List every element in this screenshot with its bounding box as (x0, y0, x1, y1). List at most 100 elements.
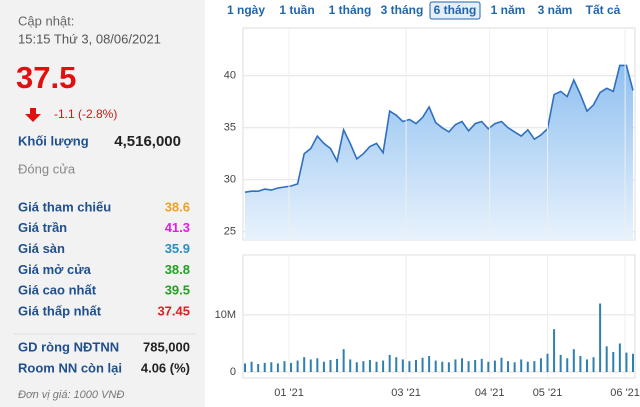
volume-bar (513, 362, 516, 372)
volume-plot-frame (242, 254, 636, 379)
row-value: 35.9 (165, 241, 190, 256)
volume-bar (632, 353, 634, 372)
range-button[interactable]: 1 tuần (279, 3, 314, 17)
y-tick-label: 30 (224, 174, 236, 186)
unit-note: Đơn vị giá: 1000 VNĐ (18, 389, 124, 401)
foreign-label: GD ròng NĐTNN (18, 339, 119, 354)
volume-bar (362, 361, 365, 372)
row-label: Giá trần (18, 220, 67, 235)
volume-bar (401, 359, 404, 372)
range-button[interactable]: Tất cả (586, 3, 621, 17)
volume-bar (368, 360, 371, 372)
volume-bar (474, 360, 477, 372)
volume-bar (290, 362, 293, 372)
volume-bar (303, 357, 306, 372)
y-tick-label: 35 (224, 122, 236, 134)
volume-bar (592, 357, 595, 372)
row-label: Giá mở cửa (18, 262, 92, 277)
range-button[interactable]: 6 tháng (434, 3, 477, 17)
volume-bar (414, 360, 417, 372)
row-value: 38.8 (165, 262, 190, 277)
volume-bar (257, 364, 260, 372)
volume-bar (507, 361, 510, 372)
x-tick-label: 03 '21 (391, 387, 421, 399)
down-arrow (25, 108, 41, 122)
volume-bar (585, 359, 588, 372)
update-label: Cập nhật: (18, 13, 74, 28)
volume-bar (467, 361, 470, 372)
volume-bar (250, 361, 253, 372)
volume-bar (605, 346, 608, 372)
volume-bar (441, 361, 444, 372)
foreign-label: Room NN còn lại (18, 360, 122, 375)
range-button[interactable]: 1 tháng (329, 3, 372, 17)
volume-bar (336, 358, 339, 372)
price-area (245, 65, 633, 241)
status: Đóng cửa (18, 161, 76, 176)
volume-bar (395, 357, 398, 372)
volume-bar (309, 359, 312, 372)
volume-bar (625, 352, 628, 372)
range-button[interactable]: 3 tháng (381, 3, 424, 17)
volume-bar (533, 361, 536, 372)
volume-bar (270, 362, 273, 372)
price-change: -1.1 (-2.8%) (54, 107, 117, 121)
volume-bar (355, 362, 358, 372)
foreign-value: 4.06 (%) (141, 360, 190, 375)
volume-bar (500, 357, 503, 372)
volume-bar (388, 354, 391, 372)
volume-bar (599, 303, 602, 372)
volume-bar (553, 329, 556, 372)
volume-bar (382, 360, 385, 372)
y-tick-label: 25 (224, 226, 236, 238)
row-value: 37.45 (157, 303, 190, 318)
volume-bar (244, 363, 246, 372)
volume-bar (421, 357, 424, 372)
row-value: 38.6 (165, 199, 190, 214)
volume-bar (408, 361, 411, 372)
price: 37.5 (16, 60, 76, 95)
x-tick-label: 04 '21 (475, 387, 505, 399)
volume-bar (559, 354, 562, 372)
volume-bar (461, 358, 464, 372)
row-label: Giá sàn (18, 241, 65, 256)
row-label: Giá thấp nhất (18, 303, 102, 318)
volume-bar (322, 361, 325, 372)
volume-bar (447, 362, 450, 372)
volume-bar (296, 360, 299, 372)
volume-bar (342, 349, 345, 372)
x-tick-label: 05 '21 (533, 387, 563, 399)
foreign-value: 785,000 (143, 339, 190, 354)
range-button[interactable]: 1 ngày (227, 3, 265, 17)
volume-bar (276, 363, 279, 372)
range-button[interactable]: 3 năm (538, 3, 573, 17)
volume-label: Khối lượng (18, 133, 89, 148)
range-button-selected[interactable] (429, 1, 481, 20)
volume-bar (375, 361, 378, 372)
x-tick-label: 06 '21 (610, 387, 640, 399)
volume-bar (526, 361, 529, 372)
row-value: 39.5 (165, 283, 190, 298)
volume-bar (283, 361, 286, 372)
volume-bar (454, 359, 457, 372)
volume-bar (566, 358, 569, 372)
volume-bar (428, 356, 431, 372)
y-tick-label: 0 (230, 366, 236, 378)
volume-bar (546, 353, 549, 372)
update-time: 15:15 Thứ 3, 08/06/2021 (18, 31, 161, 46)
volume-bar (487, 361, 490, 372)
y-tick-label: 10M (215, 309, 236, 321)
row-label: Giá tham chiếu (18, 199, 111, 214)
volume-bar (618, 343, 621, 372)
volume-bar (329, 360, 332, 372)
volume-bar (579, 356, 582, 372)
volume-bar (520, 359, 523, 372)
volume-bar (316, 358, 319, 372)
price-line (244, 64, 634, 193)
row-value: 41.3 (165, 220, 190, 235)
y-tick-label: 40 (224, 70, 236, 82)
volume-bar (349, 359, 352, 372)
range-button[interactable]: 1 năm (491, 3, 526, 17)
